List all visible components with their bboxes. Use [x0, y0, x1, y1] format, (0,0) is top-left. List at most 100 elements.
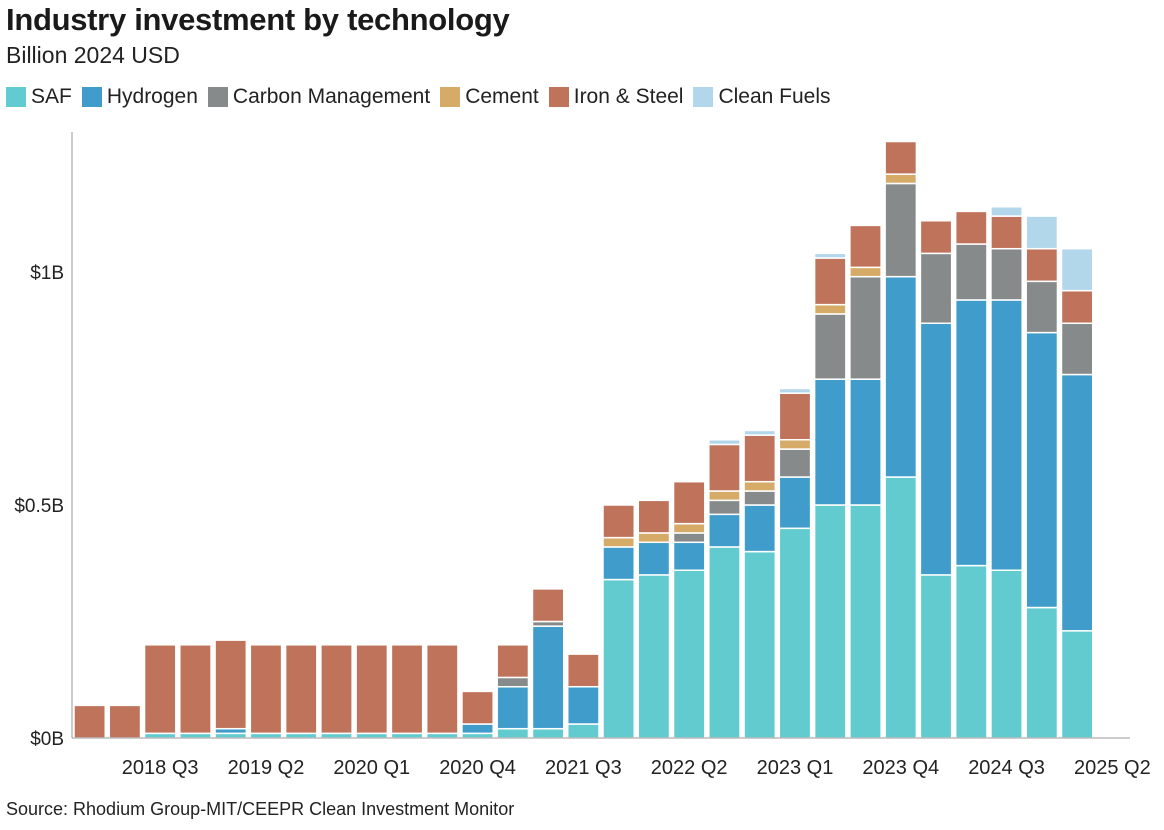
bar-segment-hydrogen: [1060, 373, 1094, 632]
bar-segment-hydrogen: [884, 275, 918, 478]
bar-segment-cement: [884, 173, 918, 185]
bar-segment-iron-steel: [778, 392, 812, 441]
x-tick-label: 2022 Q2: [651, 757, 728, 779]
bar-segment-clean-fuels: [708, 439, 741, 446]
legend-swatch-carbon-management: [207, 87, 228, 107]
x-tick-label: 2023 Q4: [862, 757, 939, 779]
legend: SAF Hydrogen Carbon Management Cement Ir…: [6, 85, 841, 109]
bar-segment-hydrogen: [637, 541, 671, 576]
legend-label-cement: Cement: [465, 85, 539, 108]
bar-segment-hydrogen: [496, 685, 530, 730]
bar-segment-cement: [637, 532, 671, 544]
bar-segment-iron-steel: [355, 644, 389, 735]
bar-segment-hydrogen: [919, 322, 953, 576]
bar-segment-iron-steel: [566, 653, 600, 688]
bar-segment-saf: [743, 550, 777, 739]
bar-segment-iron-steel: [1060, 289, 1094, 325]
bar-segment-iron-steel: [320, 644, 353, 735]
bar-segment-carbon-management: [1060, 322, 1094, 376]
y-tick-label: $1B: [30, 263, 64, 284]
bar-segment-saf: [990, 569, 1023, 739]
bar-segment-iron-steel: [496, 644, 530, 679]
bar-segment-saf: [531, 727, 565, 739]
bar-segment-hydrogen: [954, 299, 988, 567]
bar-segment-saf: [884, 476, 918, 739]
bar-segment-saf: [813, 504, 847, 739]
bar-segment-carbon-management: [778, 448, 812, 478]
bar-segment-saf: [919, 574, 953, 739]
bar-segment-iron-steel: [143, 644, 177, 735]
bar-segment-saf: [672, 569, 706, 739]
legend-swatch-cement: [440, 87, 461, 107]
bar-segment-hydrogen: [990, 299, 1023, 571]
x-tick-label: 2021 Q3: [545, 757, 622, 779]
bar-segment-carbon-management: [1025, 280, 1059, 334]
legend-item-iron-steel: Iron & Steel: [548, 85, 683, 109]
bar-segment-cement: [672, 522, 706, 534]
legend-item-hydrogen: Hydrogen: [81, 85, 198, 109]
bar-segment-clean-fuels: [778, 387, 812, 394]
bar-segment-hydrogen: [531, 625, 565, 730]
bar-segment-clean-fuels: [990, 206, 1023, 217]
legend-swatch-clean-fuels: [693, 87, 714, 107]
bar-segment-carbon-management: [990, 247, 1023, 301]
bar-segment-iron-steel: [214, 639, 248, 730]
legend-label-saf: SAF: [31, 85, 72, 108]
bar-segment-hydrogen: [672, 541, 706, 571]
x-tick-label: 2020 Q4: [439, 757, 516, 779]
bar-segment-cement: [708, 490, 741, 502]
y-tick-label: $0.5B: [14, 496, 64, 517]
legend-item-carbon-management: Carbon Management: [207, 85, 431, 109]
x-tick-label: 2025 Q2: [1074, 757, 1151, 779]
bar-segment-carbon-management: [496, 676, 530, 688]
chart-subtitle: Billion 2024 USD: [6, 42, 180, 68]
bar-segment-clean-fuels: [1060, 247, 1094, 292]
bar-segment-cement: [849, 266, 882, 278]
bar-segment-iron-steel: [708, 443, 741, 492]
bar-segment-saf: [566, 723, 600, 739]
x-tick-label: 2020 Q1: [333, 757, 410, 779]
bar-segment-carbon-management: [849, 275, 882, 380]
bar-segment-saf: [778, 527, 812, 739]
bar-segment-iron-steel: [990, 215, 1023, 250]
bar-segment-iron-steel: [743, 434, 777, 483]
bar-segment-iron-steel: [954, 210, 988, 245]
bar-segment-saf: [602, 578, 636, 739]
bar-segment-saf: [496, 727, 530, 739]
bar-segment-hydrogen: [602, 546, 636, 581]
legend-label-clean-fuels: Clean Fuels: [718, 85, 831, 108]
bar-segment-saf: [708, 546, 741, 739]
bar-segment-carbon-management: [672, 532, 706, 544]
bar-segment-hydrogen: [849, 378, 882, 506]
x-tick-label: 2023 Q1: [757, 757, 834, 779]
chart-title: Industry investment by technology: [6, 2, 510, 37]
bar-segment-carbon-management: [813, 313, 847, 380]
bar-segment-iron-steel: [108, 704, 142, 739]
bar-segment-iron-steel: [249, 644, 283, 735]
bar-segment-hydrogen: [813, 378, 847, 506]
legend-item-cement: Cement: [440, 85, 539, 109]
bar-segment-iron-steel: [637, 499, 671, 534]
bar-segment-iron-steel: [849, 224, 882, 269]
bar-segment-iron-steel: [179, 644, 212, 735]
bar-segment-hydrogen: [708, 513, 741, 548]
bar-segment-iron-steel: [919, 219, 953, 255]
bar-segment-hydrogen: [778, 476, 812, 530]
bar-segment-carbon-management: [919, 252, 953, 325]
bar-segment-saf: [637, 574, 671, 739]
bar-segment-iron-steel: [672, 480, 706, 525]
legend-item-saf: SAF: [6, 85, 72, 109]
legend-label-hydrogen: Hydrogen: [106, 85, 198, 108]
bar-segment-iron-steel: [390, 644, 424, 735]
bar-segment-iron-steel: [813, 257, 847, 306]
bar-segment-iron-steel: [531, 588, 565, 623]
bar-segment-saf: [1025, 606, 1059, 739]
bar-segment-hydrogen: [1025, 331, 1059, 609]
legend-label-carbon-management: Carbon Management: [232, 85, 431, 108]
bar-segment-iron-steel: [425, 644, 459, 735]
bar-segment-clean-fuels: [813, 252, 847, 259]
bar-segment-iron-steel: [1025, 247, 1059, 283]
bar-segment-iron-steel: [73, 704, 107, 739]
bar-segment-clean-fuels: [1025, 215, 1059, 250]
bar-segment-cement: [778, 439, 812, 450]
